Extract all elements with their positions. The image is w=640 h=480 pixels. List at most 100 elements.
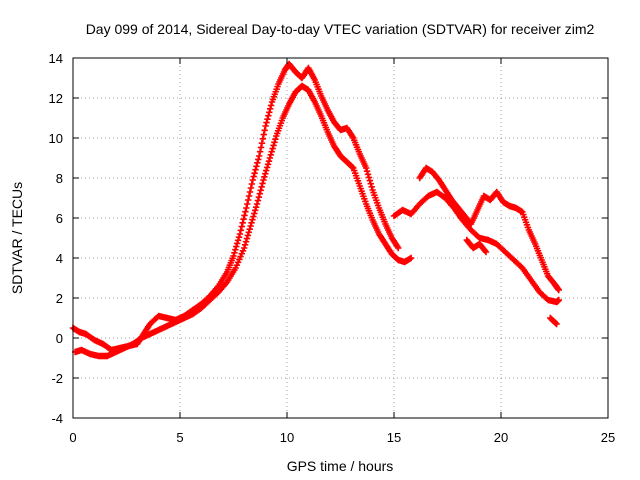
x-tick-label: 10 xyxy=(280,430,294,445)
data-point xyxy=(250,173,257,180)
data-point xyxy=(265,112,272,119)
data-point xyxy=(246,225,253,233)
data-point xyxy=(232,246,239,253)
data-point xyxy=(252,207,259,214)
data-point xyxy=(258,139,266,147)
data-point xyxy=(244,200,251,208)
y-tick-label: 12 xyxy=(49,91,63,106)
data-point xyxy=(264,115,271,123)
data-point xyxy=(245,192,253,200)
data-point xyxy=(261,127,268,134)
data-point xyxy=(236,230,244,238)
data-point xyxy=(251,169,258,177)
data-point xyxy=(481,247,489,255)
axis-layer: 0 5 10 15 20 25 -4 -2 0 2 4 6 8 10 12 14 xyxy=(49,51,616,445)
series-track-b xyxy=(71,82,415,360)
data-point xyxy=(246,188,254,196)
data-point xyxy=(257,187,264,194)
y-tick-label: -4 xyxy=(51,411,63,426)
y-tick-label: 8 xyxy=(56,171,63,186)
data-point xyxy=(245,229,252,236)
data-point xyxy=(367,180,374,187)
data-point xyxy=(244,196,252,204)
data-point xyxy=(266,154,274,162)
data-point xyxy=(250,213,257,220)
data-point xyxy=(555,296,562,304)
data-point xyxy=(233,243,240,250)
data-point xyxy=(264,161,272,168)
data-point xyxy=(258,183,265,191)
data-point xyxy=(552,319,559,327)
data-point xyxy=(239,219,246,227)
data-point xyxy=(259,180,266,187)
data-point xyxy=(253,163,260,170)
data-point xyxy=(241,241,249,249)
y-axis-label: SDTVAR / TECUs xyxy=(9,182,25,294)
data-point xyxy=(248,219,255,227)
data-point xyxy=(230,252,237,260)
data-point xyxy=(365,174,373,181)
data-point xyxy=(254,159,261,167)
data-point xyxy=(240,215,247,223)
data-point xyxy=(248,180,256,188)
data-point xyxy=(244,232,252,239)
data-point xyxy=(251,210,258,217)
y-tick-label: 2 xyxy=(56,291,63,306)
data-point xyxy=(249,216,256,223)
data-point xyxy=(262,170,269,177)
data-point xyxy=(260,131,267,138)
data-point xyxy=(237,227,245,234)
x-tick-label: 5 xyxy=(176,430,183,445)
data-point xyxy=(241,212,248,219)
x-tick-label: 25 xyxy=(601,430,615,445)
data-point xyxy=(364,171,372,178)
data-point xyxy=(249,176,256,184)
data-point xyxy=(256,190,263,197)
data-point xyxy=(263,164,271,171)
data-point xyxy=(407,254,415,262)
x-axis-label: GPS time / hours xyxy=(287,458,394,474)
data-point xyxy=(267,151,274,159)
data-point xyxy=(234,237,242,244)
data-point xyxy=(256,148,264,155)
data-point xyxy=(252,166,259,173)
data-point xyxy=(231,249,238,257)
data-point xyxy=(243,235,251,242)
data-point xyxy=(242,208,249,215)
data-point xyxy=(254,197,262,204)
y-tick-label: 4 xyxy=(56,251,63,266)
y-tick-label: 6 xyxy=(56,211,63,226)
data-point xyxy=(263,167,270,174)
data-point xyxy=(267,102,275,109)
x-tick-label: 15 xyxy=(387,430,401,445)
data-marks xyxy=(69,60,562,360)
plot-frame xyxy=(72,57,609,419)
data-point xyxy=(363,167,371,175)
data-point xyxy=(243,204,250,212)
y-tick-label: 0 xyxy=(56,331,63,346)
data-point xyxy=(266,109,273,116)
data-point xyxy=(255,193,263,201)
data-point xyxy=(349,163,356,171)
data-point xyxy=(262,122,269,130)
chart-title: Day 099 of 2014, Sidereal Day-to-day VTE… xyxy=(86,21,595,37)
data-point xyxy=(265,157,273,165)
data-point xyxy=(257,144,265,151)
data-point xyxy=(270,142,277,149)
data-point xyxy=(553,320,560,328)
data-point xyxy=(259,135,267,143)
series-track-d xyxy=(416,164,562,294)
series-track-e xyxy=(463,236,560,328)
data-point xyxy=(268,148,275,155)
x-tick-label: 0 xyxy=(69,430,76,445)
y-tick-label: -2 xyxy=(51,371,63,386)
data-point xyxy=(261,173,268,181)
data-point xyxy=(255,152,263,160)
data-point xyxy=(362,164,370,172)
data-point xyxy=(235,233,243,241)
data-point xyxy=(271,139,278,146)
data-point xyxy=(368,183,375,191)
data-point xyxy=(252,203,260,211)
